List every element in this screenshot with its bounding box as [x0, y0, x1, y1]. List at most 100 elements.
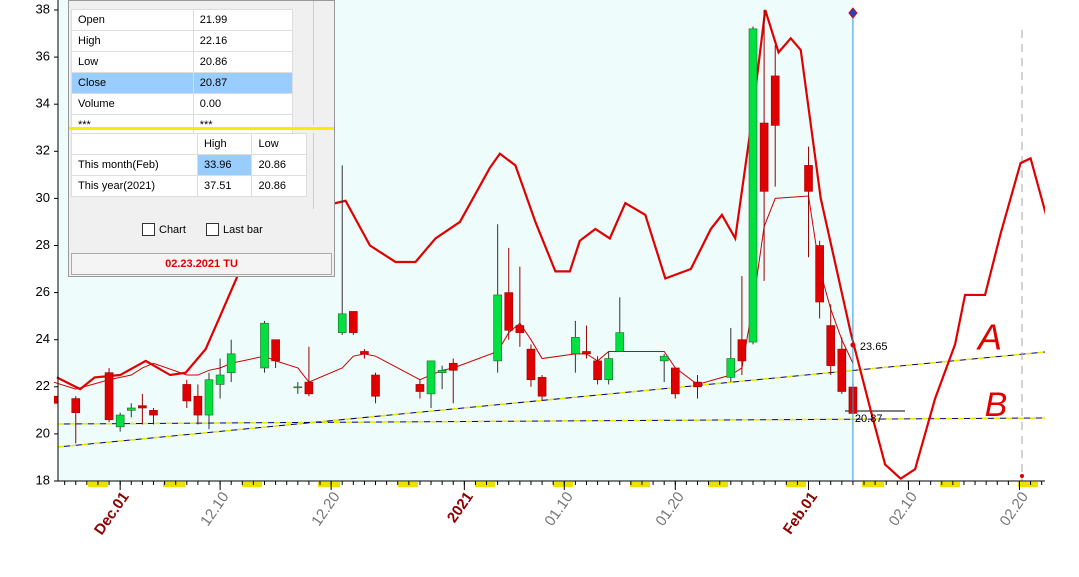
candle-body [582, 351, 591, 355]
range-value: 33.96 [196, 154, 253, 176]
candle-body [293, 386, 303, 389]
candle-body [360, 351, 369, 355]
quote-row: High 22.16 [71, 30, 294, 52]
range-row: This year(2021) 37.51 20.86 [71, 175, 307, 197]
y-tick-label: 36 [36, 49, 50, 64]
hand-label: A [976, 317, 1002, 358]
candle-body [670, 367, 680, 395]
quote-row: Volume 0.00 [71, 93, 294, 115]
candle-body [571, 337, 580, 355]
y-tick-label: 32 [36, 143, 50, 158]
checkbox[interactable]: Last bar [206, 223, 263, 236]
candle-body [437, 370, 447, 373]
x-tick-label: 01.20 [652, 489, 687, 530]
candle-body [748, 28, 758, 343]
candle-body [515, 325, 525, 333]
range-value: 20.86 [251, 175, 307, 197]
range-header: High Low [71, 133, 307, 155]
x-tick-label: 02.10 [886, 489, 921, 530]
candle-body [693, 381, 702, 388]
header-cell: Low [251, 133, 307, 155]
x-tick-label: 2021 [444, 489, 477, 526]
y-tick-label: 38 [36, 1, 50, 16]
candle-body [504, 292, 514, 331]
candle-body [659, 355, 669, 362]
checkbox-label: Last bar [223, 223, 263, 236]
candle-body [149, 410, 158, 416]
field-value: 20.87 [192, 72, 294, 94]
candle-body [215, 374, 225, 385]
hand-label: B [985, 386, 1008, 424]
info-panel: Open 21.99 High 22.16 Low 20.86 Close 20.87 Volu… [68, 0, 335, 277]
range-value: 20.86 [251, 154, 307, 176]
header-cell: High [196, 133, 253, 155]
field-name: High [71, 30, 194, 52]
scrollbar[interactable] [313, 133, 331, 209]
candle-body [804, 165, 813, 192]
candle-body [526, 348, 536, 381]
range-name: This year(2021) [71, 175, 198, 197]
price-label: 23.65 [860, 341, 888, 353]
candle-body [193, 395, 203, 416]
x-tick-label: 01.10 [541, 489, 576, 530]
header-cell [71, 133, 198, 155]
candle-body [615, 332, 625, 352]
weekend-marks [88, 482, 1038, 487]
candle-body [115, 414, 125, 428]
candle-body [415, 384, 425, 392]
y-tick-label: 26 [36, 284, 50, 299]
candle-body [826, 325, 836, 366]
separator [69, 127, 334, 130]
field-value: 0.00 [192, 93, 294, 115]
candle-body [204, 379, 214, 416]
y-tick-label: 34 [36, 96, 50, 111]
candle-body [815, 245, 824, 303]
field-value: 22.16 [192, 30, 294, 52]
candle-body [182, 384, 192, 402]
x-tick-label: Dec.01 [91, 489, 133, 538]
candle-body [138, 405, 147, 409]
field-name: Close [71, 72, 194, 94]
range-name: This month(Feb) [71, 154, 198, 176]
y-tick-label: 20 [36, 425, 50, 440]
y-tick-label: 30 [36, 190, 50, 205]
checkbox-label: Chart [159, 223, 186, 236]
candle-body [770, 75, 780, 126]
field-value: 20.86 [192, 51, 294, 73]
x-tick-label: 12.10 [197, 489, 232, 530]
candle-body [426, 360, 436, 395]
x-tick-label: 12.20 [308, 489, 343, 530]
candle-body [54, 395, 58, 404]
candle-body [604, 358, 613, 381]
quote-row: Low 20.86 [71, 51, 294, 73]
field-value: 21.99 [192, 9, 294, 31]
axes: 18 20 22 24 26 28 30 32 34 36 38 Dec.01 12.10 12.20 20… [36, 0, 1045, 538]
candle-body [71, 398, 81, 414]
price-dot [850, 342, 856, 348]
candle-body [260, 322, 269, 369]
candle-body [726, 358, 736, 378]
range-value: 37.51 [196, 175, 253, 197]
checkbox[interactable]: Chart [142, 223, 186, 236]
y-tick-label: 28 [36, 237, 50, 252]
quote-row: Close 20.87 [71, 72, 294, 94]
candle-body [593, 360, 602, 381]
candle-body [837, 348, 847, 392]
cursor-marker [848, 7, 858, 19]
plot [54, 9, 1045, 481]
field-name: Volume [71, 93, 194, 115]
field-name: Open [71, 9, 194, 31]
candle-body [493, 294, 502, 362]
candle-body [271, 339, 280, 362]
candle-body [304, 381, 314, 395]
candle-body [337, 313, 347, 333]
date-bar: 02.23.2021 TU [71, 253, 332, 275]
candle-body [349, 311, 358, 333]
candle-body [759, 122, 769, 192]
field-name: Low [71, 51, 194, 73]
trend-lines [57, 30, 1046, 481]
candle-body [104, 372, 114, 421]
scrollbar[interactable] [313, 1, 331, 125]
y-tick-label: 24 [36, 331, 50, 346]
